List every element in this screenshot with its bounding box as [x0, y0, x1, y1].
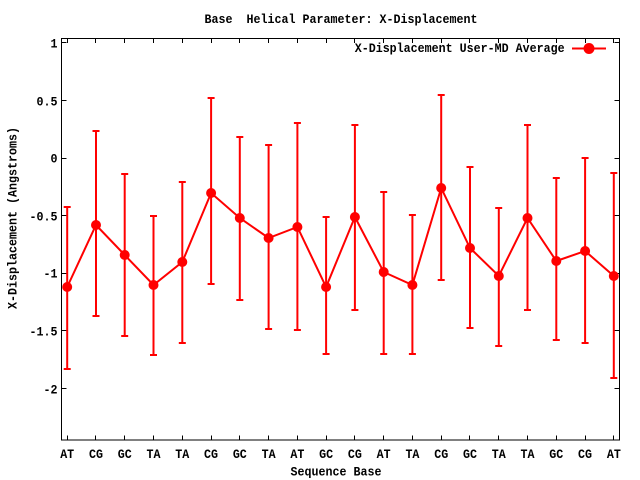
svg-text:CG: CG [348, 447, 362, 462]
svg-text:TA: TA [492, 447, 506, 462]
svg-text:CG: CG [89, 447, 103, 462]
svg-text:Base Helical Parameter: X-Dis: Base Helical Parameter: X-Displacement [205, 12, 478, 27]
svg-text:TA: TA [521, 447, 535, 462]
svg-text:-2: -2 [44, 383, 58, 398]
svg-text:-0.5: -0.5 [30, 210, 58, 225]
svg-text:GC: GC [549, 447, 563, 462]
svg-text:AT: AT [377, 447, 391, 462]
svg-text:-1: -1 [44, 267, 58, 282]
svg-text:TA: TA [262, 447, 276, 462]
svg-text:X-Displacement User-MD Average: X-Displacement User-MD Average [355, 41, 565, 56]
svg-text:Sequence Base: Sequence Base [291, 465, 382, 480]
svg-text:TA: TA [175, 447, 189, 462]
svg-text:X-Displacement (Angstroms): X-Displacement (Angstroms) [6, 127, 21, 309]
svg-text:0: 0 [51, 152, 58, 167]
svg-text:CG: CG [578, 447, 592, 462]
svg-text:CG: CG [434, 447, 448, 462]
svg-text:CG: CG [204, 447, 218, 462]
svg-text:TA: TA [147, 447, 161, 462]
svg-text:-1.5: -1.5 [30, 325, 58, 340]
svg-text:AT: AT [60, 447, 74, 462]
svg-text:GC: GC [463, 447, 477, 462]
svg-text:GC: GC [233, 447, 247, 462]
svg-text:TA: TA [405, 447, 419, 462]
svg-text:1: 1 [51, 37, 58, 52]
svg-text:GC: GC [319, 447, 333, 462]
svg-text:AT: AT [607, 447, 621, 462]
svg-text:0.5: 0.5 [37, 95, 58, 110]
svg-text:GC: GC [118, 447, 132, 462]
svg-text:AT: AT [290, 447, 304, 462]
